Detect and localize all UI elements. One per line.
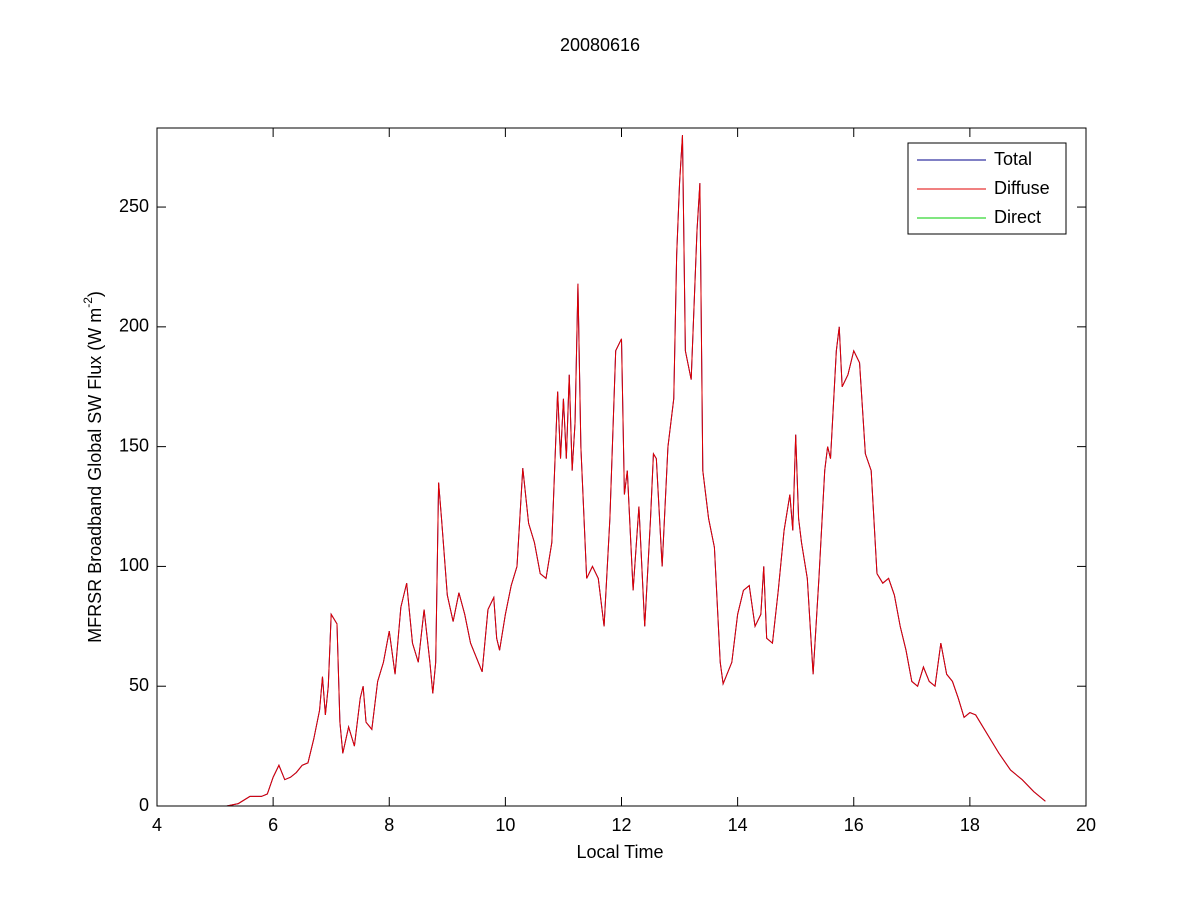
x-tick-label: 4 bbox=[152, 815, 162, 835]
x-tick-label: 14 bbox=[728, 815, 748, 835]
y-tick-label: 250 bbox=[119, 196, 149, 216]
y-label-end: ) bbox=[85, 291, 105, 297]
plot-frame bbox=[156, 127, 1087, 807]
series-line bbox=[226, 135, 1046, 807]
x-tick-label: 6 bbox=[268, 815, 278, 835]
y-label-sup: -2 bbox=[81, 297, 95, 308]
x-tick-label: 12 bbox=[611, 815, 631, 835]
chart-title: 20080616 bbox=[560, 35, 640, 55]
y-axis-label: MFRSR Broadband Global SW Flux (W m-2) bbox=[81, 291, 105, 643]
legend-label: Total bbox=[994, 149, 1032, 169]
y-label-text: MFRSR Broadband Global SW Flux (W m bbox=[85, 308, 105, 643]
x-tick-label: 16 bbox=[844, 815, 864, 835]
legend-label: Direct bbox=[994, 207, 1041, 227]
x-tick-label: 8 bbox=[384, 815, 394, 835]
y-tick-label: 0 bbox=[139, 795, 149, 815]
y-tick-label: 150 bbox=[119, 435, 149, 455]
x-tick-label: 20 bbox=[1076, 815, 1096, 835]
y-tick-label: 100 bbox=[119, 555, 149, 575]
x-tick-label: 10 bbox=[495, 815, 515, 835]
y-tick-label: 200 bbox=[119, 316, 149, 336]
legend-label: Diffuse bbox=[994, 178, 1050, 198]
y-tick-label: 50 bbox=[129, 675, 149, 695]
x-axis-label: Local Time bbox=[576, 842, 663, 862]
x-tick-label: 18 bbox=[960, 815, 980, 835]
